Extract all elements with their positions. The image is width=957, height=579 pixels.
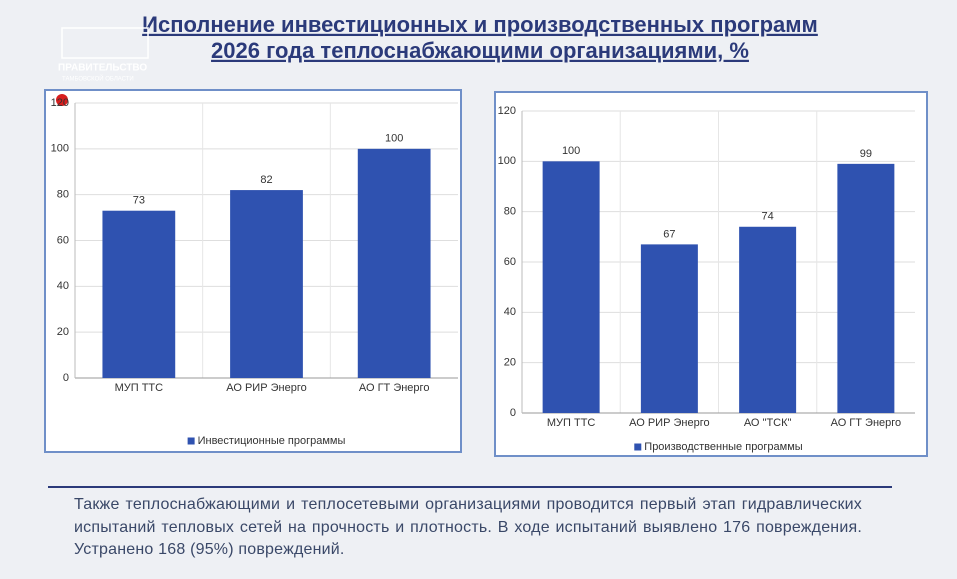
y-tick-label: 0 — [63, 372, 69, 384]
logo-text: ТАМБОВСКОЙ ОБЛАСТИ — [62, 75, 134, 83]
x-tick-label: АО РИР Энерго — [226, 382, 306, 394]
y-tick-label: 60 — [504, 256, 516, 268]
legend-swatch — [187, 437, 195, 445]
y-tick-label: 80 — [57, 189, 69, 201]
legend-swatch — [634, 443, 642, 451]
y-tick-label: 120 — [498, 105, 516, 117]
legend-label: Инвестиционные программы — [198, 435, 346, 447]
y-tick-label: 40 — [57, 280, 69, 292]
data-label: 100 — [385, 133, 403, 145]
y-tick-label: 100 — [51, 143, 69, 155]
bar — [230, 190, 303, 378]
bar — [102, 210, 176, 378]
y-tick-label: 60 — [57, 234, 69, 246]
body-text: Также теплоснабжающими и теплосетевыми о… — [74, 496, 862, 558]
y-tick-label: 20 — [57, 326, 69, 338]
x-tick-label: АО ГТ Энерго — [359, 382, 430, 394]
x-tick-label: АО ГТ Энерго — [831, 417, 902, 429]
y-tick-label: 120 — [51, 97, 69, 109]
y-tick-label: 40 — [504, 306, 516, 318]
data-label: 67 — [663, 228, 675, 240]
bar — [542, 161, 600, 413]
bar — [640, 244, 698, 413]
x-tick-label: МУП ТТС — [115, 382, 164, 394]
data-label: 73 — [133, 195, 145, 207]
title-line: Исполнение инвестиционных и производстве… — [142, 12, 818, 37]
bar — [739, 226, 797, 413]
logo-text: ПРАВИТЕЛЬСТВО — [58, 63, 147, 74]
x-tick-label: МУП ТТС — [547, 417, 596, 429]
y-tick-label: 20 — [504, 357, 516, 369]
data-label: 99 — [860, 148, 872, 160]
bar — [357, 148, 431, 378]
bar — [837, 163, 895, 413]
y-tick-label: 0 — [510, 407, 516, 419]
data-label: 100 — [562, 145, 580, 157]
title-line: 2026 года теплоснабжающими организациями… — [211, 38, 749, 63]
logo-frame — [61, 27, 149, 59]
legend-label: Производственные программы — [644, 441, 803, 453]
recording-dot — [56, 94, 68, 106]
data-label: 74 — [762, 211, 774, 223]
y-tick-label: 80 — [504, 206, 516, 218]
data-label: 82 — [260, 174, 272, 186]
x-tick-label: АО "ТСК" — [744, 417, 792, 429]
y-tick-label: 100 — [498, 155, 516, 167]
x-tick-label: АО РИР Энерго — [629, 417, 709, 429]
